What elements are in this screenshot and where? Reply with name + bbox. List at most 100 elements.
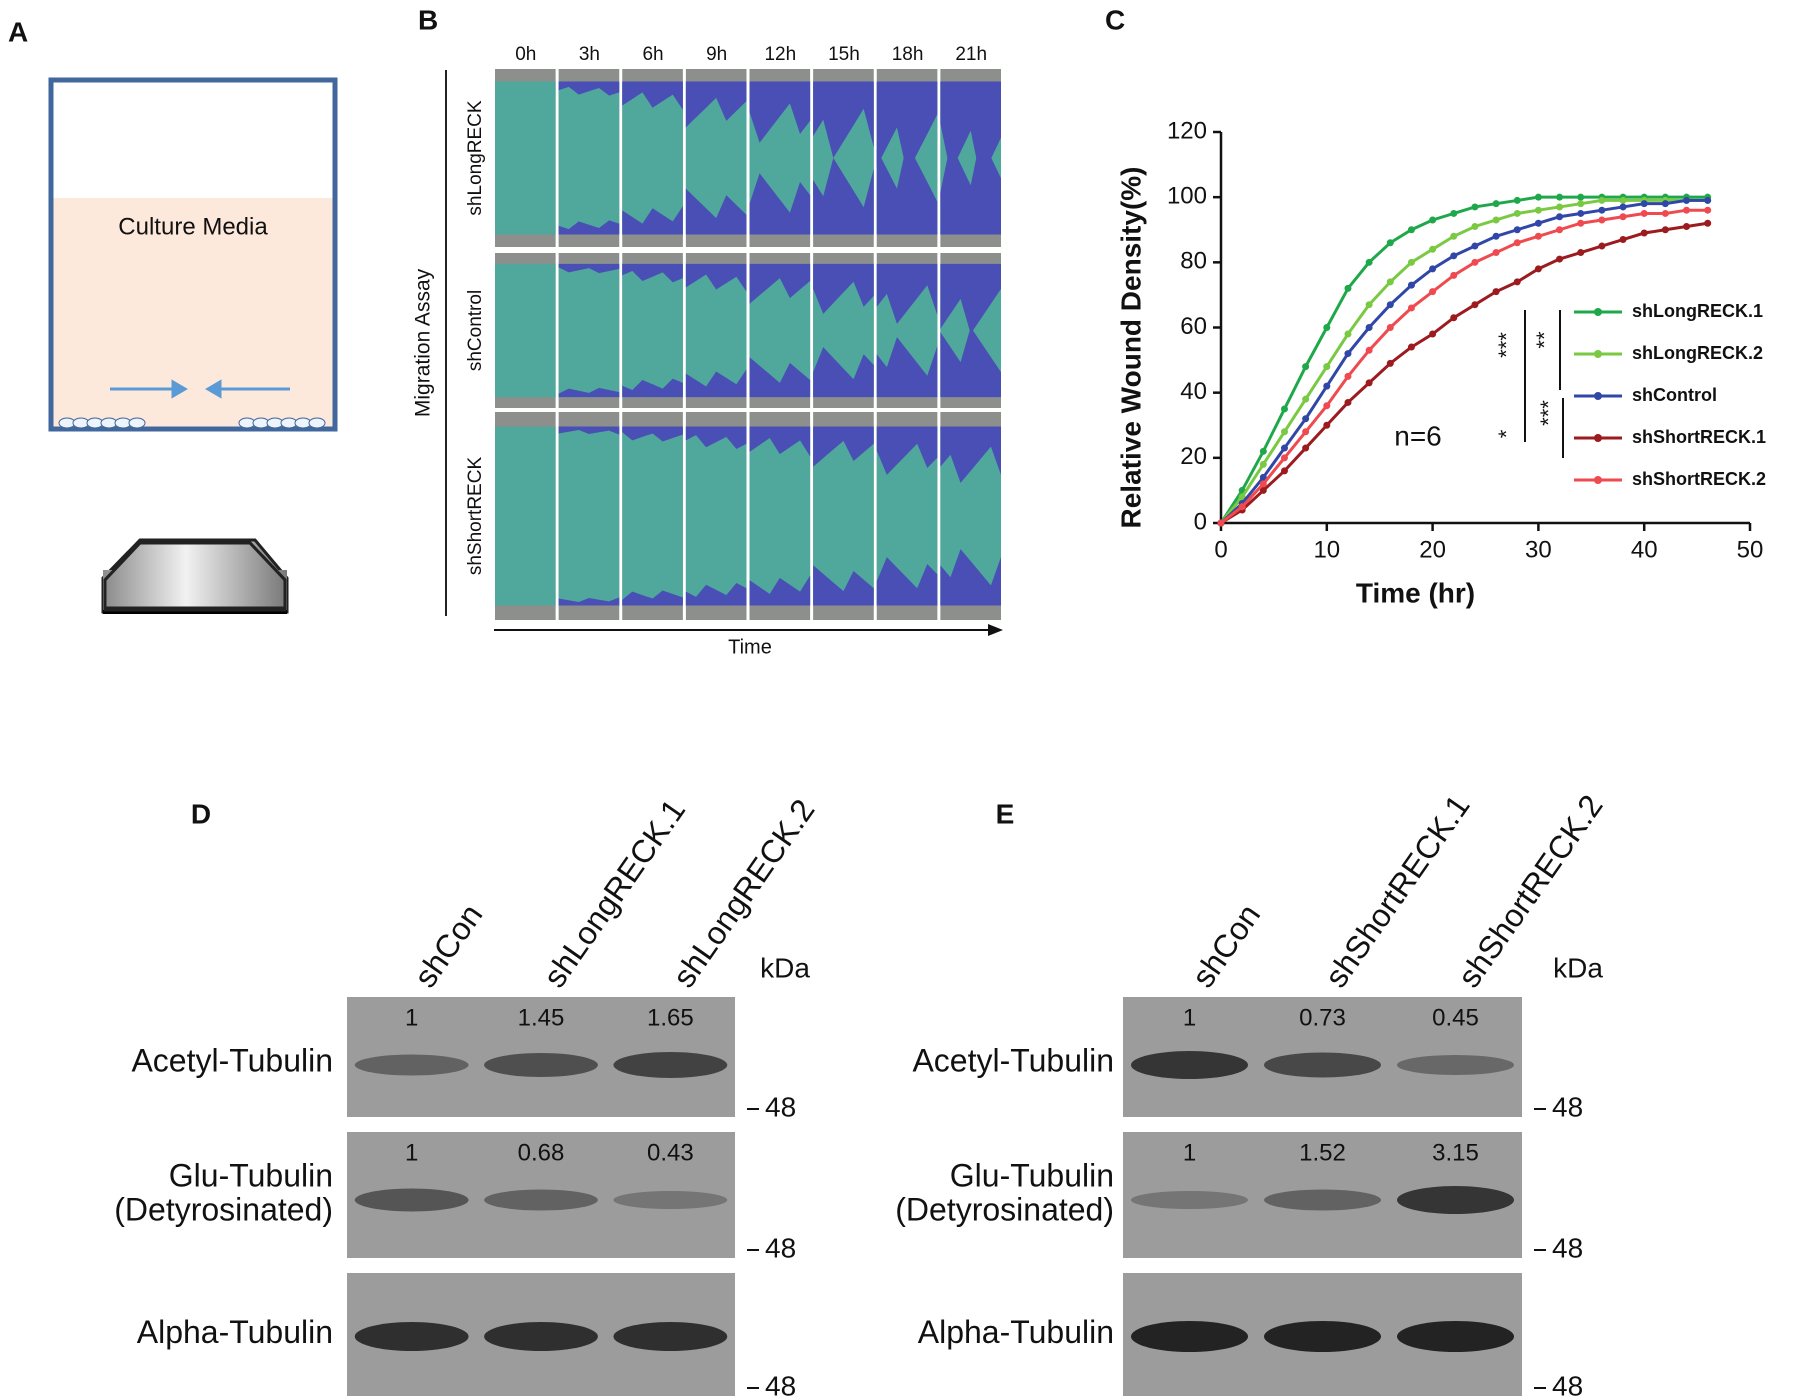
tile-migration	[940, 426, 1001, 483]
cell	[128, 417, 146, 429]
series-point	[1577, 193, 1585, 201]
series-point	[1280, 405, 1288, 413]
series-point	[1704, 206, 1712, 214]
series-point	[1683, 196, 1691, 204]
series-line	[1220, 221, 1708, 525]
tile-migration	[622, 81, 683, 110]
tile-migration	[813, 263, 874, 314]
series-line	[1219, 198, 1708, 524]
series-point	[1534, 193, 1542, 201]
series-point	[1302, 395, 1310, 403]
series-point	[1365, 346, 1373, 354]
unit-label: kDa	[760, 952, 810, 983]
series-point	[1471, 242, 1479, 250]
series-point	[1323, 421, 1331, 429]
time-label: 0h	[515, 44, 536, 65]
series-point	[1619, 213, 1627, 221]
series-point	[1365, 301, 1373, 309]
ratio-label: 1	[405, 1139, 418, 1166]
series-point	[1429, 245, 1437, 253]
series-point	[1259, 473, 1267, 481]
row-label: (Detyrosinated)	[895, 1191, 1114, 1227]
series-point	[1492, 249, 1500, 257]
series-point	[1577, 219, 1585, 227]
tile-migration	[685, 426, 747, 449]
series-point	[1302, 428, 1310, 436]
tile-migration	[749, 426, 811, 457]
series-point	[1513, 226, 1521, 234]
x-axis-label: Time (hr)	[1356, 577, 1475, 608]
y-tick-label: 0	[1194, 508, 1207, 535]
tile-migration	[813, 565, 874, 606]
panel-label: C	[1105, 4, 1125, 35]
series-point	[1683, 206, 1691, 214]
series-point	[1323, 324, 1331, 331]
series-point	[1513, 209, 1521, 217]
tile-wound	[495, 81, 556, 235]
time-label: 21h	[955, 44, 987, 65]
series-point	[1344, 398, 1352, 406]
lane-label: shLongRECK.1	[536, 793, 692, 994]
series-point	[1238, 503, 1246, 511]
tile-wound	[622, 263, 683, 398]
time-label: 15h	[828, 44, 860, 65]
band	[1263, 1052, 1382, 1078]
tiles: 0h 3h 6h 9h 12h 15h 18h 21h shLongRECK shControl s…	[465, 44, 1001, 620]
time-label: Time	[728, 636, 772, 658]
tile-migration	[685, 369, 747, 398]
marker-label: 48	[765, 1232, 796, 1263]
tile-wound	[622, 426, 683, 606]
annotation: n=6	[1394, 420, 1442, 451]
band	[613, 1052, 728, 1078]
media-label: Culture Media	[118, 213, 268, 240]
series-point	[1429, 288, 1437, 296]
series-point	[1534, 219, 1542, 227]
series-point	[1259, 460, 1267, 468]
x-tick-label: 20	[1419, 536, 1446, 563]
tile-migration	[813, 426, 874, 467]
y-tick-label: 60	[1180, 313, 1207, 340]
time-label: 6h	[642, 44, 663, 65]
series-point	[1556, 193, 1564, 201]
x-tick-label: 10	[1313, 536, 1340, 563]
time-arrow	[988, 624, 1003, 636]
series-point	[1429, 265, 1437, 273]
series-point	[1450, 314, 1458, 322]
side-label: Migration Assay	[412, 268, 435, 417]
series-point	[1280, 454, 1288, 462]
series-point	[1323, 363, 1331, 371]
series-point	[1556, 203, 1564, 211]
legend-marker	[1594, 350, 1602, 358]
row-label: Glu-Tubulin	[169, 1157, 333, 1193]
series-point	[1280, 428, 1288, 436]
legend-label: shLongRECK.1	[1632, 301, 1763, 321]
series-point	[1598, 216, 1606, 224]
tile-wound	[495, 426, 556, 606]
row-label: shShortRECK	[465, 457, 486, 576]
series-point	[1471, 203, 1479, 211]
ratio-label: 1	[1183, 1004, 1196, 1031]
panel-label: A	[8, 16, 28, 47]
series-point	[1492, 216, 1500, 224]
ratio-label: 3.15	[1432, 1139, 1479, 1166]
series-point	[1492, 200, 1500, 208]
series-point	[1619, 236, 1627, 244]
band	[484, 1189, 598, 1211]
y-tick-label: 100	[1167, 183, 1207, 210]
series-point	[1280, 444, 1288, 452]
legend-label: shLongRECK.2	[1632, 343, 1763, 363]
row-label: (Detyrosinated)	[114, 1191, 333, 1227]
ratio-label: 0.43	[647, 1139, 694, 1166]
tile-migration	[622, 426, 683, 442]
tile-migration	[558, 426, 620, 435]
tile-wound	[495, 263, 556, 398]
tile-wound	[558, 81, 620, 235]
significance-mark: ***	[1494, 332, 1519, 358]
tile-migration	[558, 81, 620, 96]
series-point	[1598, 196, 1606, 204]
tile-migration	[685, 263, 747, 292]
ratio-label: 0.73	[1299, 1004, 1346, 1031]
series-point	[1598, 206, 1606, 214]
